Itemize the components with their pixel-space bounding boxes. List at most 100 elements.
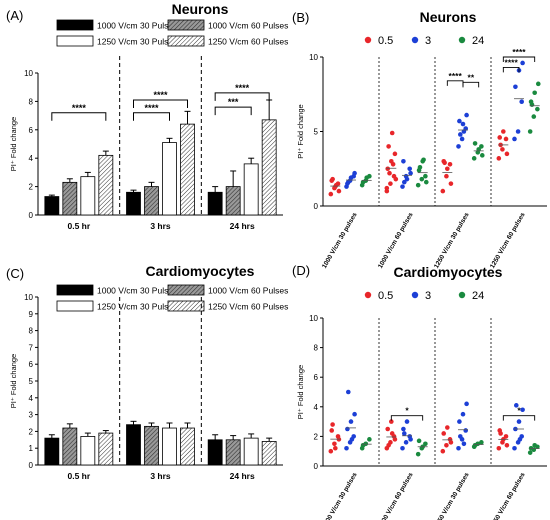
panel-b-data-point bbox=[346, 179, 351, 185]
panel-c-bar bbox=[62, 427, 78, 466]
panel-d-data-point bbox=[512, 445, 517, 451]
panel-d-significance-bracket bbox=[502, 415, 536, 421]
panel-d-legend-label: 24 bbox=[472, 290, 484, 302]
panel-d-data-point bbox=[344, 445, 349, 451]
panel-b-legend-label: 24 bbox=[472, 35, 484, 47]
panel-a-y-tick-label: 6 bbox=[29, 126, 34, 135]
panel-b-data-point bbox=[386, 144, 391, 149]
panel-b-data-point bbox=[421, 157, 426, 163]
panel-a-bar bbox=[80, 176, 96, 216]
panel-d-legend-label: 0.5 bbox=[378, 290, 393, 302]
panel-d-data-point bbox=[389, 431, 395, 436]
panel-d-data-point bbox=[333, 445, 338, 451]
panel-a-legend-swatch bbox=[56, 35, 94, 47]
panel-d-data-point bbox=[329, 428, 335, 433]
panel-d-data-point bbox=[367, 437, 372, 442]
panel-a-bar bbox=[44, 196, 60, 216]
panel-b-data-point bbox=[448, 181, 454, 186]
panel-c-y-tick-label: 10 bbox=[24, 293, 33, 302]
panel-d-data-point bbox=[464, 401, 469, 407]
panel-a-bar bbox=[62, 181, 78, 216]
panel-c-legend-label: 1250 V/cm 60 Pulses bbox=[208, 302, 288, 312]
panel-a-legend-swatch bbox=[56, 19, 94, 31]
panel-b-legend-marker bbox=[364, 36, 372, 44]
panel-d-data-point bbox=[416, 438, 422, 444]
panel-c-bar bbox=[180, 427, 195, 466]
panel-d-data-point bbox=[389, 419, 394, 424]
panel-d-x-tick-label: 1250 V/cm 30 pulses bbox=[433, 471, 471, 520]
panel-c-x-tick-label: 3 hrs bbox=[150, 471, 171, 481]
panel-d-data-point bbox=[456, 445, 461, 451]
panel-c-bar bbox=[162, 427, 177, 466]
panel-d-data-point bbox=[460, 411, 466, 417]
panel-d-data-point bbox=[330, 422, 335, 427]
panel-d-legend-marker bbox=[411, 291, 419, 299]
panel-d-y-axis-label: PI⁺ Fold change bbox=[296, 365, 305, 419]
panel-d-data-point bbox=[400, 445, 405, 451]
panel-c-bar bbox=[207, 439, 223, 466]
panel-b-data-point bbox=[419, 176, 425, 182]
panel-b-data-point bbox=[402, 179, 407, 185]
panel-d-legend-marker bbox=[458, 291, 466, 299]
panel-d-data-point bbox=[404, 419, 410, 424]
panel-c-legend-swatch bbox=[56, 284, 94, 296]
panel-c-bar bbox=[98, 432, 114, 466]
panel-d-data-point bbox=[440, 448, 446, 454]
panel-d-data-point bbox=[517, 437, 523, 442]
panel-b-data-point bbox=[532, 90, 537, 96]
panel-a-y-tick-label: 8 bbox=[29, 97, 34, 106]
panel-b-data-point bbox=[464, 112, 469, 118]
panel-d-data-point bbox=[444, 442, 449, 448]
panel-d-y-tick-label: 8 bbox=[314, 344, 319, 353]
panel-c-y-tick-label: 6 bbox=[29, 360, 34, 369]
panel-c-bar bbox=[243, 437, 259, 466]
panel-d-data-point bbox=[360, 442, 366, 448]
panel-c-y-tick-label: 7 bbox=[29, 343, 34, 352]
panel-b-letter: (B) bbox=[292, 10, 309, 25]
panel-a-significance-label: **** bbox=[144, 103, 159, 113]
panel-b-data-point bbox=[500, 147, 505, 152]
panel-c-bar bbox=[225, 439, 241, 466]
panel-d-data-point bbox=[345, 426, 350, 432]
panel-b-data-point bbox=[393, 176, 399, 182]
panel-b-data-point bbox=[496, 156, 502, 161]
panel-b-legend-label: 0.5 bbox=[378, 35, 393, 47]
panel-d-x-tick-label: 1000 V/cm 60 pulses bbox=[377, 471, 415, 520]
panel-b-x-tick-label: 1000 V/cm 30 pulses bbox=[321, 211, 359, 270]
panel-d-data-point bbox=[349, 437, 355, 442]
panel-c-legend-label: 1000 V/cm 60 Pulses bbox=[208, 286, 288, 296]
panel-d-y-tick-label: 2 bbox=[314, 432, 319, 441]
panel-d-data-point bbox=[385, 426, 391, 432]
panel-a-bar bbox=[243, 163, 259, 216]
panel-b-data-point bbox=[388, 181, 393, 186]
panel-a-legend-label: 1000 V/cm 60 Pulses bbox=[208, 21, 288, 31]
panel-b-y-axis-label: PI⁺ Fold change bbox=[296, 104, 305, 158]
panel-a-bar bbox=[261, 119, 277, 216]
panel-b-data-point bbox=[503, 136, 509, 142]
panel-b-data-point bbox=[364, 175, 369, 180]
panel-c-bar bbox=[44, 437, 60, 466]
panel-b-legend-marker bbox=[411, 36, 419, 44]
panel-b-significance-label: ** bbox=[468, 72, 475, 82]
panel-b-data-point bbox=[479, 153, 485, 158]
panel-b-data-point bbox=[400, 184, 405, 189]
panel-b-data-point bbox=[531, 114, 537, 119]
panel-d-data-point bbox=[408, 437, 413, 442]
panel-b-data-point bbox=[460, 121, 466, 127]
panel-a-title: Neurons bbox=[172, 1, 229, 17]
panel-b-legend-marker bbox=[458, 36, 466, 44]
panel-b-data-point bbox=[519, 99, 524, 104]
panel-a-legend-label: 1000 V/cm 30 Pulses bbox=[97, 21, 177, 31]
panel-c-legend-label: 1250 V/cm 30 Pulses bbox=[97, 302, 177, 312]
panel-b-data-point bbox=[515, 129, 521, 134]
panel-c-bar bbox=[144, 425, 159, 466]
panel-a-letter: (A) bbox=[6, 8, 23, 23]
panel-a-x-tick-label: 3 hrs bbox=[150, 221, 171, 231]
panel-b-data-point bbox=[330, 176, 335, 182]
panel-c-bar bbox=[261, 441, 277, 466]
panel-b-data-point bbox=[423, 179, 429, 185]
panel-d-data-point bbox=[386, 442, 391, 448]
panel-b-data-point bbox=[417, 164, 423, 170]
panel-d-data-point bbox=[445, 425, 450, 430]
panel-b-data-point bbox=[520, 60, 525, 66]
